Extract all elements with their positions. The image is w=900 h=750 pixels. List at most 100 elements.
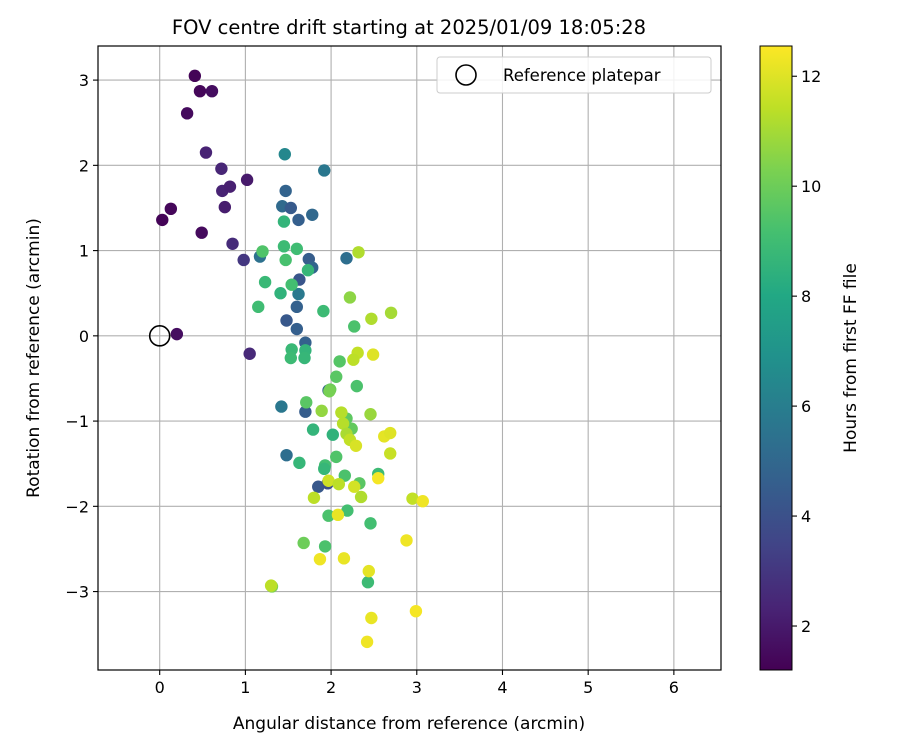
colorbar-label: Hours from first FF file	[841, 263, 861, 453]
data-point	[365, 611, 378, 625]
y-axis: −3 −2 −1 0 1 2 3	[65, 71, 98, 602]
y-tick-label: 3	[79, 71, 89, 90]
data-point	[332, 477, 346, 491]
data-point	[278, 148, 292, 161]
data-point	[195, 226, 208, 239]
colorbar-tick-label: 10	[801, 177, 821, 196]
data-point	[337, 552, 351, 565]
y-axis-label: Rotation from reference (arcmin)	[24, 218, 44, 498]
data-point	[300, 396, 313, 409]
data-point	[292, 213, 305, 227]
colorbar-tick-label: 8	[801, 287, 811, 306]
chart-title: FOV centre drift starting at 2025/01/09 …	[172, 16, 646, 39]
data-point	[298, 351, 311, 365]
legend-reference-marker	[455, 64, 477, 86]
data-point	[290, 322, 304, 336]
data-point	[362, 564, 375, 578]
data-point	[364, 517, 377, 530]
data-point	[284, 201, 298, 215]
legend-box	[436, 56, 712, 94]
data-point	[279, 184, 292, 198]
data-point	[279, 253, 292, 267]
data-point	[252, 300, 265, 314]
data-point	[384, 306, 398, 320]
data-point	[243, 347, 256, 360]
data-point	[280, 314, 293, 327]
data-point	[297, 536, 310, 550]
x-tick-label: 4	[497, 678, 507, 697]
data-point	[264, 579, 278, 592]
x-tick-label: 5	[583, 678, 593, 697]
data-point	[180, 107, 194, 120]
data-point	[322, 509, 335, 522]
colorbar-tick-label: 2	[801, 617, 811, 636]
data-point	[258, 275, 272, 289]
data-point	[348, 480, 361, 493]
data-point	[341, 504, 354, 517]
legend-entry-label: Reference platepar	[503, 66, 661, 85]
data-point	[306, 423, 320, 436]
data-point	[290, 300, 304, 314]
data-point	[299, 405, 312, 418]
data-point	[312, 480, 325, 493]
data-point	[384, 426, 397, 440]
data-point	[318, 540, 332, 553]
data-point	[349, 439, 363, 453]
data-points	[148, 69, 429, 649]
colorbar-tick-label: 6	[801, 397, 811, 416]
x-tick-label: 0	[155, 678, 165, 697]
colorbar-tick-label: 12	[801, 67, 821, 86]
data-point	[352, 246, 365, 259]
x-tick-label: 1	[240, 678, 250, 697]
data-point	[330, 370, 343, 383]
data-point	[290, 242, 304, 256]
plot-area-frame	[97, 45, 722, 671]
data-point	[323, 385, 336, 398]
y-tick-label: 2	[79, 156, 89, 175]
data-point	[274, 287, 287, 300]
data-point	[199, 146, 213, 159]
data-point	[237, 253, 250, 267]
data-point	[360, 635, 374, 649]
data-point	[275, 400, 288, 413]
data-point	[218, 200, 232, 214]
data-point	[347, 353, 360, 366]
data-point	[365, 312, 378, 325]
x-tick-label: 6	[669, 678, 679, 697]
data-point	[285, 278, 298, 291]
data-point	[333, 355, 346, 368]
y-tick-label: 1	[79, 242, 89, 261]
reference-platepar-marker	[148, 325, 171, 347]
data-point	[315, 404, 328, 418]
data-point	[340, 252, 353, 265]
data-point	[164, 202, 178, 216]
data-point	[350, 379, 363, 393]
data-point	[188, 69, 202, 83]
colorbar-ticks: 2 4 6 8 10 12	[792, 67, 821, 636]
grid-lines	[98, 46, 721, 670]
data-point	[331, 508, 345, 522]
data-point	[317, 304, 330, 318]
data-point	[301, 263, 315, 277]
data-point	[292, 287, 305, 301]
data-point	[336, 417, 350, 430]
data-point	[277, 215, 291, 228]
data-point	[409, 604, 423, 618]
x-axis: 0 1 2 3 4 5 6	[155, 670, 679, 697]
data-point	[348, 320, 361, 333]
data-point	[256, 245, 269, 258]
x-tick-label: 3	[412, 678, 422, 697]
data-point	[226, 237, 239, 250]
data-point	[223, 180, 237, 193]
y-tick-label: −3	[65, 583, 89, 602]
data-point	[205, 84, 219, 98]
data-point	[215, 162, 228, 175]
data-point	[318, 164, 331, 177]
data-point	[372, 471, 385, 485]
data-point	[318, 462, 331, 476]
data-point	[354, 490, 368, 504]
y-tick-label: −2	[65, 497, 89, 516]
data-point	[364, 408, 377, 421]
data-point	[366, 348, 380, 361]
